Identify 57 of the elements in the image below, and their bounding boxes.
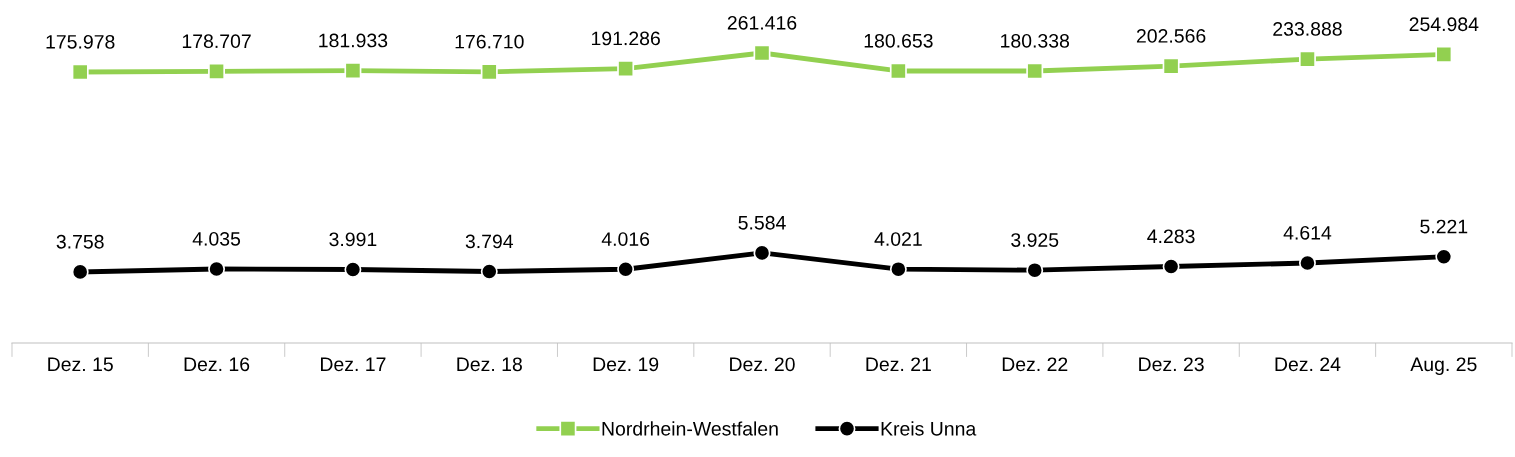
point <box>753 244 771 262</box>
data-label: 4.614 <box>1283 225 1332 240</box>
data-label: 5.221 <box>1420 219 1468 234</box>
x-tick-label: Dez. 22 <box>1002 357 1068 372</box>
point <box>1162 257 1180 275</box>
data-label: 180.653 <box>864 33 933 48</box>
data-label: 254.984 <box>1409 17 1479 32</box>
x-tick-label: Dez. 19 <box>593 357 659 372</box>
point <box>1298 50 1316 68</box>
data-label: 180.338 <box>1001 33 1070 48</box>
x-tick-label: Dez. 17 <box>321 357 386 372</box>
point <box>344 261 362 278</box>
x-tick-label: Aug. 25 <box>1410 357 1477 376</box>
data-label: 4.283 <box>1147 229 1195 244</box>
data-label: 175.978 <box>46 34 115 49</box>
point <box>344 62 362 80</box>
data-label: 233.888 <box>1273 22 1342 36</box>
point <box>71 263 89 281</box>
point <box>617 60 635 78</box>
point <box>1162 57 1180 75</box>
point <box>208 62 226 80</box>
data-label: 3.794 <box>465 234 514 249</box>
point <box>889 62 907 80</box>
data-label: 4.035 <box>192 231 241 246</box>
x-tick-label: Dez. 24 <box>1275 357 1341 372</box>
data-label: 176.710 <box>455 34 524 49</box>
data-label: 3.925 <box>1011 233 1059 247</box>
data-label: 4.016 <box>601 232 650 246</box>
point <box>208 260 226 278</box>
x-tick-label: Dez. 20 <box>730 357 795 372</box>
point <box>617 260 635 278</box>
data-label: 3.991 <box>329 232 377 247</box>
point <box>1435 45 1453 63</box>
data-label: 178.707 <box>182 34 251 49</box>
data-label: 5.584 <box>738 215 786 230</box>
x-tick-label: Dez. 15 <box>48 357 113 372</box>
point <box>480 263 498 281</box>
x-tick-label: Dez. 21 <box>866 357 931 372</box>
point <box>1435 248 1453 266</box>
point <box>1026 62 1044 80</box>
x-tick-label: Dez. 23 <box>1139 357 1204 372</box>
x-tick-label: Dez. 16 <box>184 357 250 372</box>
data-label: 3.758 <box>56 234 104 249</box>
point <box>480 63 498 81</box>
point <box>71 63 89 81</box>
x-tick-label: Dez. 18 <box>457 357 522 372</box>
legend-label: Kreis Unna <box>881 421 977 436</box>
point <box>753 44 771 62</box>
data-label: 181.933 <box>319 33 388 48</box>
legend-label: Nordrhein-Westfalen <box>602 421 778 436</box>
point <box>1026 261 1044 279</box>
data-label: 4.021 <box>874 232 922 246</box>
data-label: 202.566 <box>1136 29 1206 43</box>
data-label: 261.416 <box>727 15 797 30</box>
point <box>889 260 907 278</box>
point <box>1298 254 1316 272</box>
data-label: 191.286 <box>591 31 660 46</box>
